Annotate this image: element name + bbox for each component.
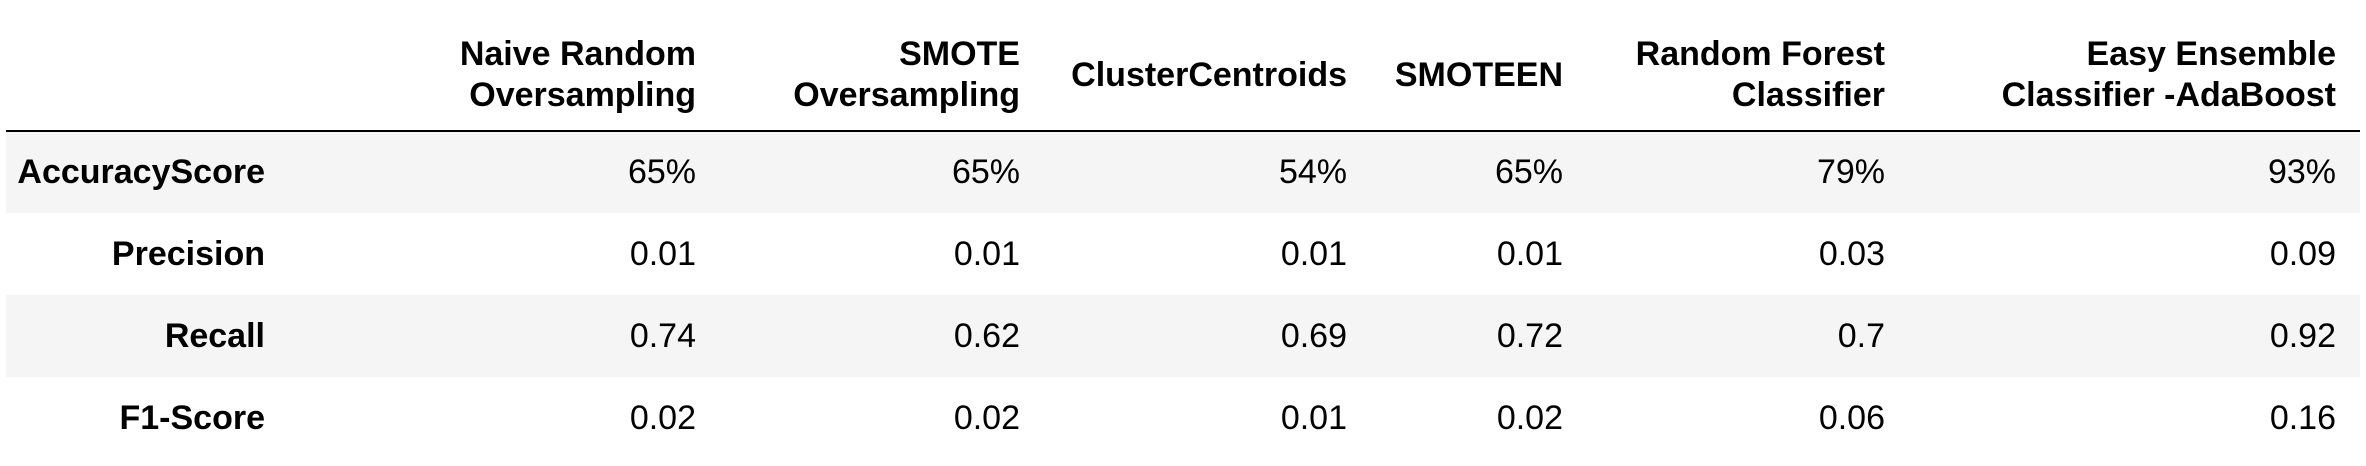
table-cell: 0.74 [629, 316, 696, 355]
column-header-line: Random Forest [1635, 35, 1885, 73]
table-cell: 93% [2267, 153, 2336, 191]
column-header-smote-oversampling: SMOTE Oversampling [720, 20, 1044, 132]
column-header-easy-ensemble-classifier: Easy Ensemble Classifier -AdaBoost [1909, 20, 2360, 132]
table-cell: 79% [1816, 153, 1885, 191]
column-header-naive-random-oversampling: Naive Random Oversampling [289, 20, 720, 132]
column-header-random-forest-classifier: Random Forest Classifier [1587, 20, 1909, 132]
table-cell: 0.09 [2269, 234, 2336, 273]
table-cell: 0.01 [1280, 398, 1347, 437]
table-cell: 0.02 [1496, 398, 1563, 437]
column-header-line: Oversampling [793, 76, 1020, 114]
table-cell: 0.02 [629, 398, 696, 437]
table-cell: 0.72 [1496, 316, 1563, 355]
table-cell: 0.16 [2269, 398, 2336, 437]
table-cell: 65% [627, 153, 696, 191]
table-row-f1-score: F1-Score 0.02 0.02 0.01 0.02 0.06 0.16 [6, 377, 2360, 459]
column-header-line: Classifier -AdaBoost [2001, 76, 2336, 114]
table-cell: 0.02 [953, 398, 1020, 437]
corner-header-cell [6, 20, 289, 132]
column-header-line: Classifier [1731, 76, 1885, 114]
row-label: Precision [111, 234, 265, 273]
table-cell: 0.03 [1818, 234, 1885, 273]
table-cell: 54% [1278, 153, 1347, 191]
row-label: AccuracyScore [17, 153, 265, 191]
column-header-line: SMOTEEN [1394, 55, 1563, 94]
table-cell: 0.06 [1818, 398, 1885, 437]
table-cell: 65% [1494, 153, 1563, 191]
column-header-line: ClusterCentroids [1071, 55, 1347, 94]
table-row-recall: Recall 0.74 0.62 0.69 0.72 0.7 0.92 [6, 295, 2360, 377]
table-cell: 0.01 [953, 234, 1020, 273]
row-label: F1-Score [119, 398, 266, 437]
column-header-clustercentroids: ClusterCentroids [1044, 20, 1371, 132]
table-cell: 0.62 [953, 316, 1020, 355]
table-cell: 0.7 [1837, 316, 1885, 355]
table-cell: 65% [951, 153, 1020, 191]
table-row-accuracy-score: AccuracyScore 65% 65% 54% 65% 79% 93% [6, 131, 2360, 213]
table-cell: 0.92 [2269, 316, 2336, 355]
table-cell: 0.01 [629, 234, 696, 273]
column-header-line: Easy Ensemble [2086, 35, 2336, 73]
table-cell: 0.69 [1280, 316, 1347, 355]
column-header-line: SMOTE [899, 35, 1020, 73]
header-row: Naive Random Oversampling SMOTE Oversamp… [6, 20, 2360, 132]
model-comparison-table: Naive Random Oversampling SMOTE Oversamp… [6, 20, 2360, 459]
table-cell: 0.01 [1280, 234, 1347, 273]
column-header-smoteen: SMOTEEN [1371, 20, 1587, 132]
column-header-line: Naive Random [459, 35, 696, 73]
column-header-line: Oversampling [469, 76, 696, 114]
table-cell: 0.01 [1496, 234, 1563, 273]
table-row-precision: Precision 0.01 0.01 0.01 0.01 0.03 0.09 [6, 213, 2360, 295]
row-label: Recall [164, 316, 265, 355]
